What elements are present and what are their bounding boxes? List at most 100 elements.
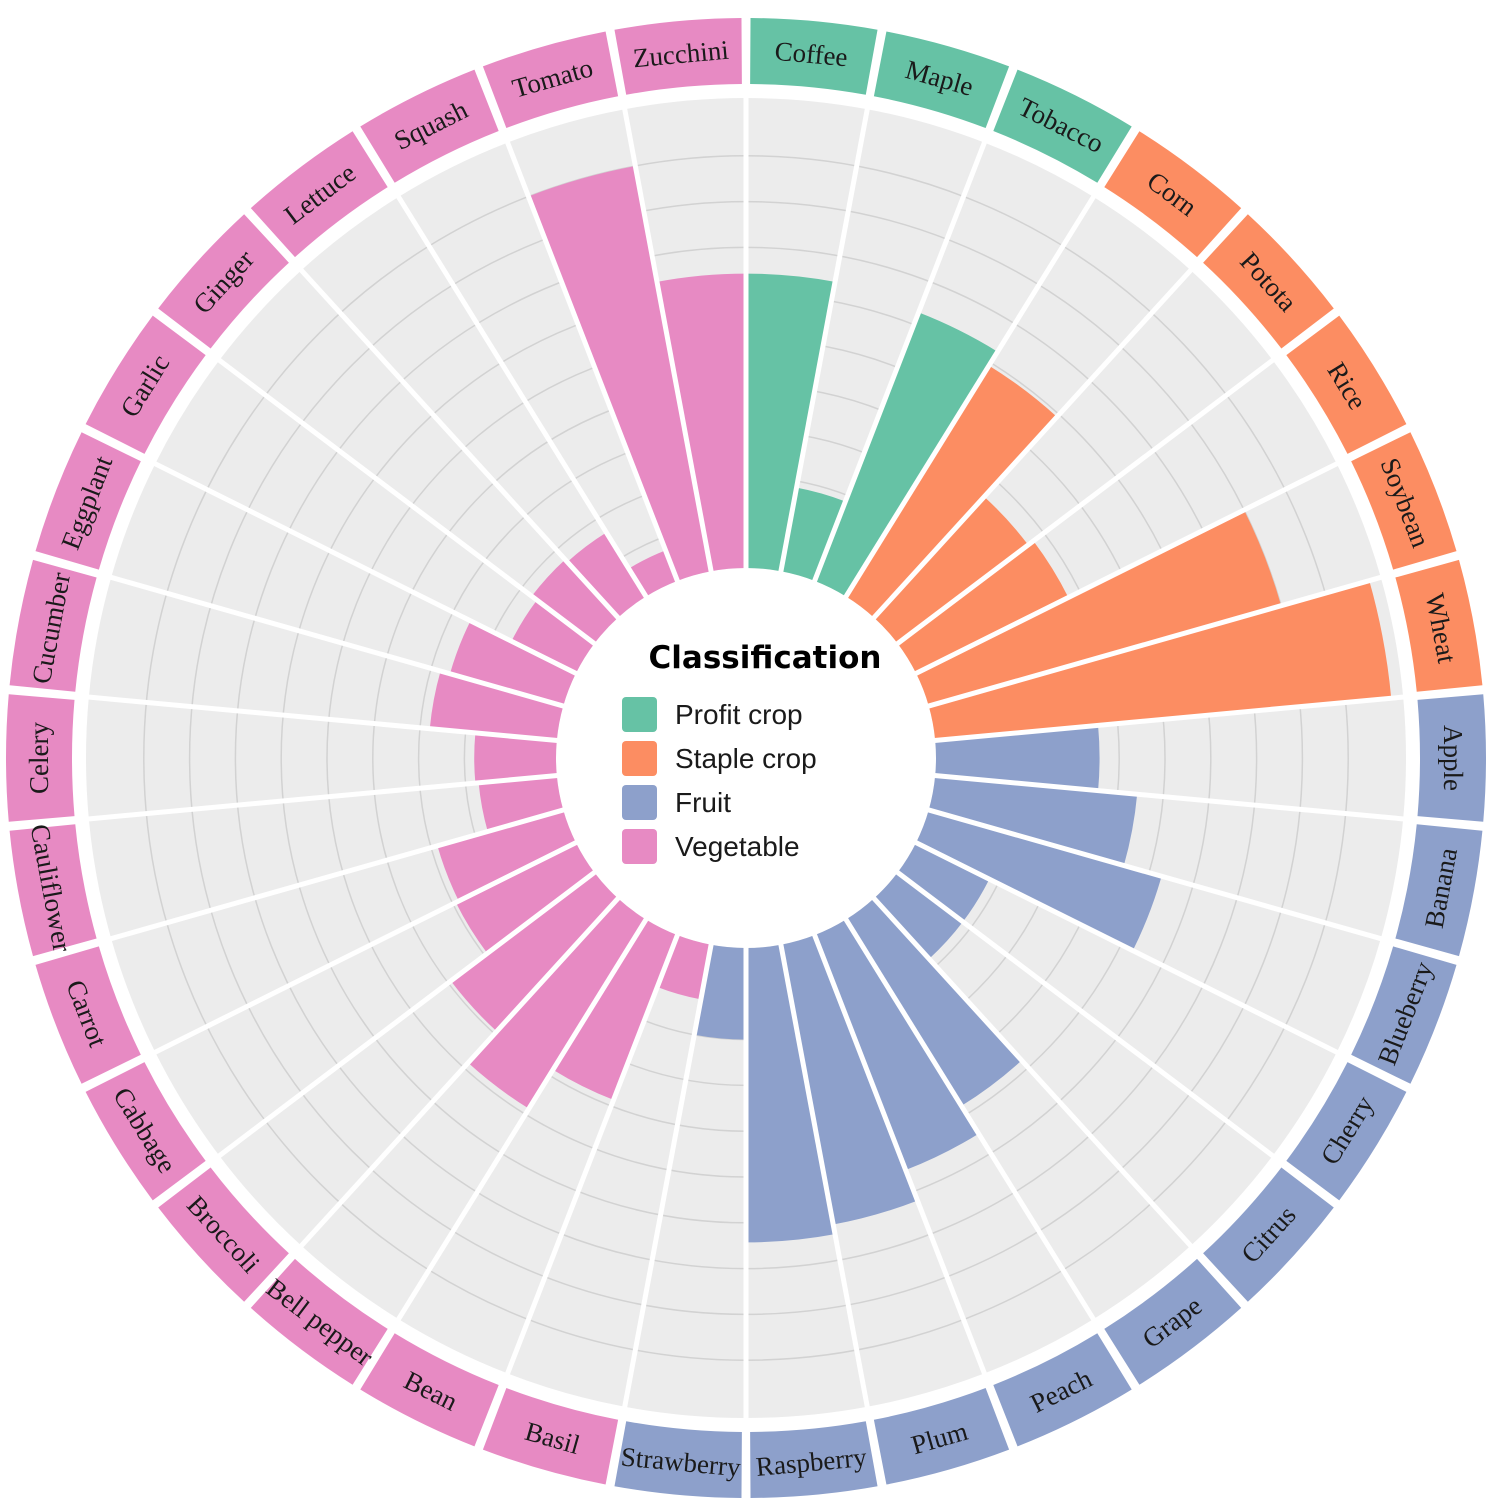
bar-cabbage <box>455 842 595 954</box>
label-cell-tobacco <box>993 69 1132 183</box>
bar-carrot <box>437 809 576 902</box>
bar-cherry <box>897 842 990 922</box>
bar-cucumber <box>429 671 564 741</box>
separator <box>926 807 1384 942</box>
category-label-apple: Apple <box>1438 725 1468 791</box>
label-cell-squash <box>360 69 499 183</box>
sector-bg-squash <box>398 142 678 597</box>
bar-banana <box>928 775 1138 866</box>
label-cell-coffee <box>750 18 878 95</box>
separator <box>913 839 1340 1056</box>
legend-label-vegetable: Vegetable <box>675 831 800 862</box>
label-cell-citrus <box>1203 1167 1334 1302</box>
label-cell-potota <box>1203 214 1334 349</box>
label-cell-apple <box>1417 694 1486 822</box>
label-cell-bean <box>360 1333 499 1447</box>
label-cell-bell-pepper <box>250 1258 388 1385</box>
separator <box>395 916 650 1323</box>
separator <box>870 895 1194 1249</box>
separator <box>842 193 1097 600</box>
label-cell-ginger <box>158 214 289 349</box>
bar-lettuce <box>567 532 646 618</box>
legend-label-fruit: Fruit <box>675 787 731 818</box>
sector-bg-basil <box>507 935 712 1407</box>
separator <box>811 932 988 1377</box>
bar-celery <box>474 732 557 784</box>
legend-label-staple-crop: Staple crop <box>675 743 817 774</box>
legend-title: Classification <box>649 640 882 676</box>
separator <box>778 942 871 1410</box>
bar-blueberry <box>916 809 1162 951</box>
label-cell-eggplant <box>35 432 141 570</box>
category-label-coffee: Coffee <box>774 36 849 73</box>
bar-grape <box>846 898 1022 1106</box>
separator <box>870 267 1194 621</box>
label-cell-banana <box>1395 824 1483 957</box>
legend-label-profit-crop: Profit crop <box>675 699 803 730</box>
label-cell-cucumber <box>9 559 97 692</box>
bar-corn <box>846 365 1057 618</box>
bar-ginger <box>531 559 618 644</box>
label-cell-cauliflower <box>9 824 97 957</box>
bar-bell-pepper <box>468 898 646 1109</box>
separator <box>152 460 579 677</box>
label-cell-plum <box>873 1387 1010 1485</box>
label-cell-raspberry <box>750 1421 878 1498</box>
sector-bg-ginger <box>219 270 618 644</box>
label-cell-corn <box>1104 131 1242 258</box>
label-cell-carrot <box>35 946 141 1084</box>
separators <box>86 96 1406 1420</box>
sector-bg-garlic <box>155 360 595 674</box>
label-cell-maple <box>873 31 1010 129</box>
separator <box>216 357 598 647</box>
separator <box>504 139 681 584</box>
label-cell-celery <box>5 694 75 822</box>
label-cell-zucchini <box>614 18 742 95</box>
sector-bg-apple <box>935 697 1406 819</box>
label-cell-broccoli <box>158 1167 289 1302</box>
bar-eggplant <box>449 620 576 707</box>
label-cell-peach <box>993 1333 1132 1447</box>
bar-wheat <box>928 580 1392 741</box>
bar-potota <box>874 496 1029 644</box>
bar-zucchini <box>656 273 746 572</box>
separator <box>216 869 598 1159</box>
separator <box>108 574 566 709</box>
bar-apple <box>935 725 1100 791</box>
separator <box>504 932 681 1377</box>
separator <box>86 694 560 744</box>
sector-bg-lettuce <box>301 196 646 618</box>
separator <box>152 839 579 1056</box>
legend-swatch-vegetable <box>622 829 657 864</box>
separator <box>86 772 560 822</box>
sector-bg-cherry <box>897 842 1337 1156</box>
separator <box>395 193 650 600</box>
separator <box>894 357 1276 647</box>
bar-maple <box>780 487 846 581</box>
label-cell-soybean <box>1351 432 1457 570</box>
separator <box>842 916 1097 1323</box>
label-cell-cherry <box>1286 1062 1407 1201</box>
bar-citrus <box>874 872 963 959</box>
separator <box>894 869 1276 1159</box>
separator <box>621 106 714 574</box>
legend: Classification Profit crop Staple crop Fru… <box>622 640 881 864</box>
legend-swatch-fruit <box>622 785 657 820</box>
bar-garlic <box>511 600 595 674</box>
label-cell-rice <box>1286 315 1407 454</box>
sector-bg-maple <box>780 109 985 581</box>
bar-bean <box>552 919 678 1100</box>
legend-swatch-profit-crop <box>622 697 657 732</box>
label-cell-lettuce <box>250 131 388 258</box>
label-cell-tomato <box>482 31 619 129</box>
separator <box>298 267 622 621</box>
separator <box>932 772 1406 822</box>
bars <box>429 166 1392 1243</box>
separator <box>298 895 622 1249</box>
separator <box>926 574 1384 709</box>
separator <box>621 942 714 1410</box>
sector-bg-citrus <box>874 872 1273 1246</box>
sector-bg-celery <box>86 697 557 819</box>
